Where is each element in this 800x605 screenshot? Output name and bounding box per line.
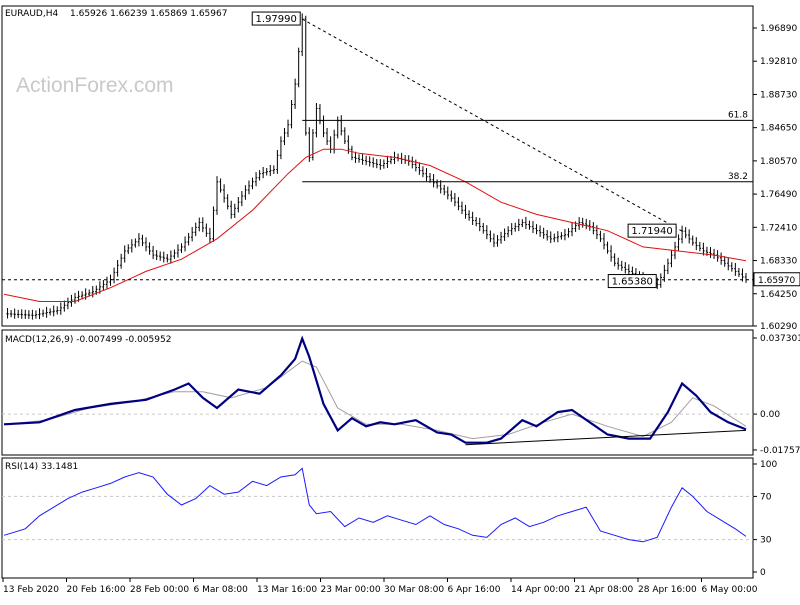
- macd-tick-label: 0.037301: [760, 334, 800, 344]
- macd-signal-line: [3, 360, 747, 440]
- macd-line: [3, 335, 747, 444]
- x-tick-label: 14 Apr 00:00: [511, 585, 570, 595]
- x-tick-label: 23 Mar 00:00: [321, 585, 381, 595]
- macd-tick-label: 0.00: [760, 410, 780, 420]
- fib-618-label: 61.8: [728, 110, 748, 120]
- swing-label-box: [627, 223, 677, 238]
- rsi-tick-label: 30: [760, 536, 772, 546]
- x-tick-label: 6 May 00:00: [702, 585, 758, 595]
- price-tick-label: 1.88730: [760, 90, 797, 100]
- price-series-group: 61.8 38.2 1.97990 1.65380 1.71940 1.65970: [2, 11, 800, 320]
- fib-382-label: 38.2: [728, 172, 748, 182]
- dashed-trendline: [301, 18, 683, 232]
- macd-series-group: [2, 335, 753, 446]
- x-tick-label: 6 Apr 16:00: [448, 585, 501, 595]
- watermark: ActionForex.com: [16, 74, 174, 97]
- price-tick-label: 1.76490: [760, 190, 797, 200]
- price-tick-label: 1.80570: [760, 157, 797, 167]
- x-tick-label: 21 Apr 08:00: [575, 585, 634, 595]
- low-label: 1.65380: [612, 277, 653, 288]
- rsi-tick-label: 100: [760, 460, 777, 470]
- price-tick-label: 1.64250: [760, 290, 797, 300]
- current-price-label: 1.65970: [758, 276, 795, 286]
- rsi-tick-label: 70: [760, 492, 772, 502]
- rsi-header: RSI(14) 33.1481: [5, 462, 78, 472]
- price-tick-label: 1.84650: [760, 124, 797, 134]
- price-header-ohlc: 1.65926 1.66239 1.65869 1.65967: [70, 9, 227, 19]
- rsi-panel: [1, 457, 754, 579]
- swing-label: 1.71940: [631, 226, 672, 237]
- x-tick-label: 20 Feb 16:00: [67, 585, 126, 595]
- high-label-box: [251, 11, 301, 26]
- price-tick-label: 1.68330: [760, 257, 797, 267]
- x-tick-label: 30 Mar 08:00: [384, 585, 444, 595]
- rsi-line: [3, 467, 747, 543]
- price-tick-label: 1.60290: [760, 322, 797, 332]
- price-header-symbol: EURAUD,H4: [5, 9, 58, 19]
- price-panel: [1, 5, 754, 327]
- x-tick-label: 6 Mar 08:00: [194, 585, 249, 595]
- axis-group: 1.96890 1.92810 1.88730 1.84650 1.80570 1.764…: [2, 24, 800, 595]
- x-tick-label: 13 Feb 2020: [3, 585, 59, 595]
- moving-average-line: [3, 148, 747, 302]
- x-tick-label: 28 Apr 16:00: [638, 585, 697, 595]
- current-price-tag: [753, 272, 800, 287]
- high-label: 1.97990: [256, 14, 297, 25]
- low-label-box: [607, 274, 657, 289]
- macd-tick-label: -0.017577: [760, 446, 800, 456]
- macd-panel: [1, 329, 754, 456]
- x-tick-label: 13 Mar 16:00: [257, 585, 317, 595]
- macd-header: MACD(12,26,9) -0.007499 -0.005952: [5, 335, 171, 345]
- rsi-series-group: [2, 467, 753, 543]
- price-tick-label: 1.72410: [760, 223, 797, 233]
- x-tick-label: 28 Feb 00:00: [130, 585, 189, 595]
- price-tick-label: 1.92810: [760, 57, 797, 67]
- price-tick-label: 1.96890: [760, 24, 797, 34]
- rsi-tick-label: 0: [760, 568, 766, 578]
- macd-trendline: [465, 429, 747, 446]
